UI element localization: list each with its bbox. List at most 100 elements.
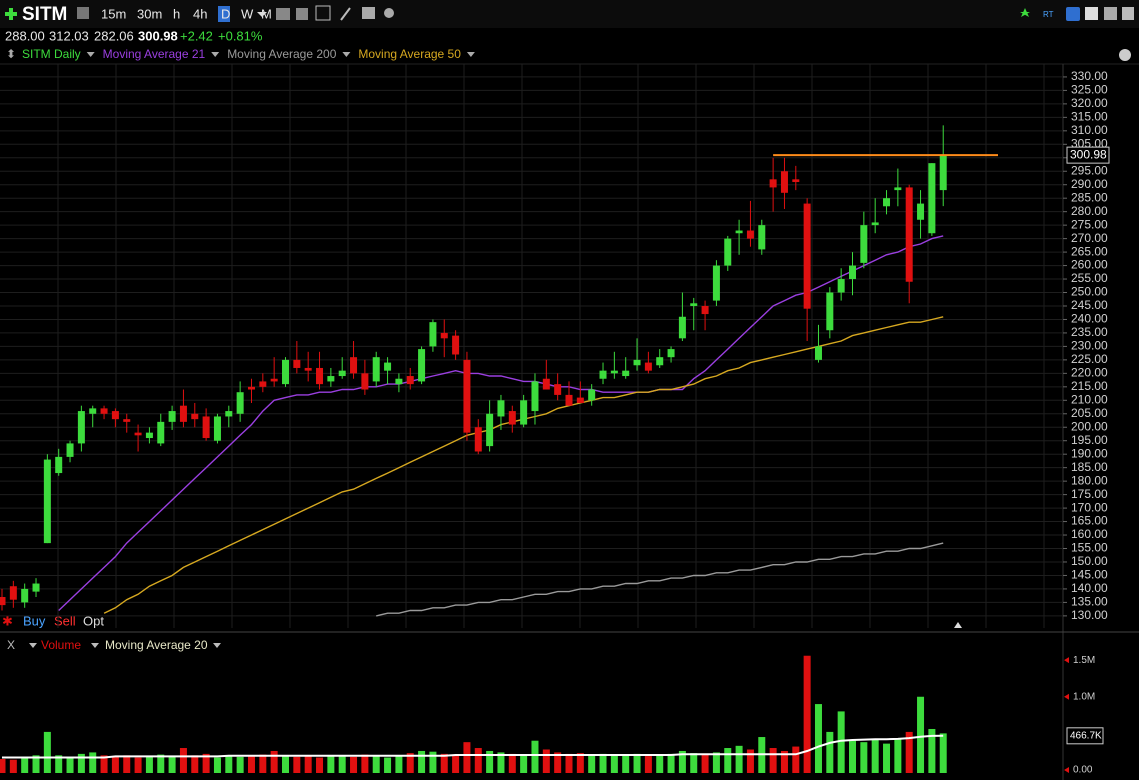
volume-bar <box>406 753 414 773</box>
icon[interactable] <box>1066 7 1080 21</box>
dropdown[interactable] <box>211 52 220 57</box>
candle-body <box>883 198 891 207</box>
opt-button[interactable]: Opt <box>83 613 104 628</box>
y-tick-label: 145.00 <box>1071 568 1108 582</box>
icon[interactable] <box>1104 7 1117 20</box>
legend-entry[interactable]: Moving Average 200 <box>227 47 337 61</box>
volume-bar <box>259 754 267 773</box>
y-tick-label: 255.00 <box>1071 271 1108 285</box>
symbol[interactable]: SITM <box>22 4 67 25</box>
icon[interactable] <box>362 7 375 19</box>
candle-body <box>826 292 834 331</box>
icon[interactable] <box>77 7 89 19</box>
volume-bar <box>0 759 6 773</box>
icon[interactable] <box>1085 7 1098 20</box>
volume-bar <box>145 756 153 773</box>
dropdown[interactable] <box>342 52 351 57</box>
y-tick-label: 285.00 <box>1071 190 1108 204</box>
candle-body <box>474 427 482 452</box>
legend-entry[interactable]: Moving Average 21 <box>103 47 206 61</box>
interval-button[interactable]: h <box>173 6 180 21</box>
candle-body <box>418 349 426 382</box>
dropdown[interactable] <box>86 52 95 57</box>
scroll-marker[interactable] <box>954 622 962 628</box>
settings-icon[interactable] <box>1119 49 1131 61</box>
interval-button[interactable]: M <box>261 6 272 21</box>
volume-bar <box>89 752 97 773</box>
volume-bar <box>871 739 879 773</box>
volume-bar <box>77 753 85 773</box>
sell-button[interactable]: Sell <box>54 613 76 628</box>
candle-body <box>100 408 108 414</box>
candle-body <box>792 179 800 183</box>
volume-bar <box>622 754 630 773</box>
volume-bar <box>860 742 868 773</box>
dropdown[interactable] <box>91 643 99 648</box>
y-tick-label: 315.00 <box>1071 110 1108 124</box>
quote-high: 312.03 <box>49 28 89 43</box>
interval-button[interactable]: 4h <box>193 6 207 21</box>
close-panel[interactable]: X <box>7 638 15 652</box>
volume-bar <box>157 754 165 773</box>
candle-body <box>576 397 584 403</box>
rt-icon[interactable]: RT <box>1043 10 1054 19</box>
candle-body <box>168 411 176 422</box>
candle-body <box>849 265 856 280</box>
candle-body <box>66 443 74 457</box>
volume-bar <box>780 750 788 773</box>
volume-bar <box>179 748 187 773</box>
icon[interactable] <box>276 8 290 20</box>
y-tick-label: 235.00 <box>1071 325 1108 339</box>
dropdown[interactable] <box>257 12 267 17</box>
volume-bar <box>111 756 119 773</box>
volume-bar <box>350 756 358 773</box>
candle-body <box>452 335 460 355</box>
legend-entry[interactable]: Moving Average 50 <box>358 47 461 61</box>
candle-body <box>497 400 505 417</box>
candle-body <box>803 203 811 309</box>
candle-body <box>293 359 301 368</box>
dropdown[interactable] <box>29 643 37 648</box>
candle-body <box>588 389 596 401</box>
line-series <box>103 316 944 614</box>
candle-body <box>486 413 494 447</box>
star-icon[interactable] <box>1020 8 1030 17</box>
candle-body <box>769 179 777 188</box>
interval-button[interactable]: D <box>221 6 230 21</box>
y-tick-label: 220.00 <box>1071 366 1108 380</box>
interval-button[interactable]: 30m <box>137 6 162 21</box>
icon[interactable] <box>384 8 394 18</box>
volume-bar <box>814 704 822 773</box>
dropdown[interactable] <box>213 643 221 648</box>
volume-bar <box>758 737 766 773</box>
dropdown[interactable] <box>466 52 475 57</box>
add-icon[interactable] <box>5 8 17 20</box>
trade-icon[interactable]: ✱ <box>2 613 13 628</box>
volume-bar <box>803 655 811 773</box>
candle-body <box>746 230 754 239</box>
volume-bar <box>565 753 573 773</box>
y-tick-label: 240.00 <box>1071 312 1108 326</box>
interval-button[interactable]: W <box>241 6 254 21</box>
icon[interactable] <box>340 7 351 21</box>
volume-bar <box>213 757 221 773</box>
icon[interactable] <box>315 5 331 21</box>
interval-button[interactable]: 15m <box>101 6 126 21</box>
y-tick-label: 185.00 <box>1071 460 1108 474</box>
y-tick-label: 290.00 <box>1071 177 1108 191</box>
y-tick-label: 150.00 <box>1071 554 1108 568</box>
candle-body <box>724 238 732 266</box>
icon[interactable] <box>296 8 308 20</box>
y-tick-label: 230.00 <box>1071 339 1108 353</box>
candle-body <box>384 362 392 371</box>
volume-bar <box>588 754 596 773</box>
icon[interactable] <box>1122 7 1134 20</box>
volume-bar <box>395 755 403 773</box>
volume-bar <box>55 755 63 773</box>
buy-button[interactable]: Buy <box>23 613 46 628</box>
candle-body <box>327 376 335 382</box>
y-tick-label: 1.0M <box>1073 691 1095 702</box>
legend-entry[interactable]: SITM Daily <box>22 47 81 61</box>
y-tick-label: 295.00 <box>1071 163 1108 177</box>
